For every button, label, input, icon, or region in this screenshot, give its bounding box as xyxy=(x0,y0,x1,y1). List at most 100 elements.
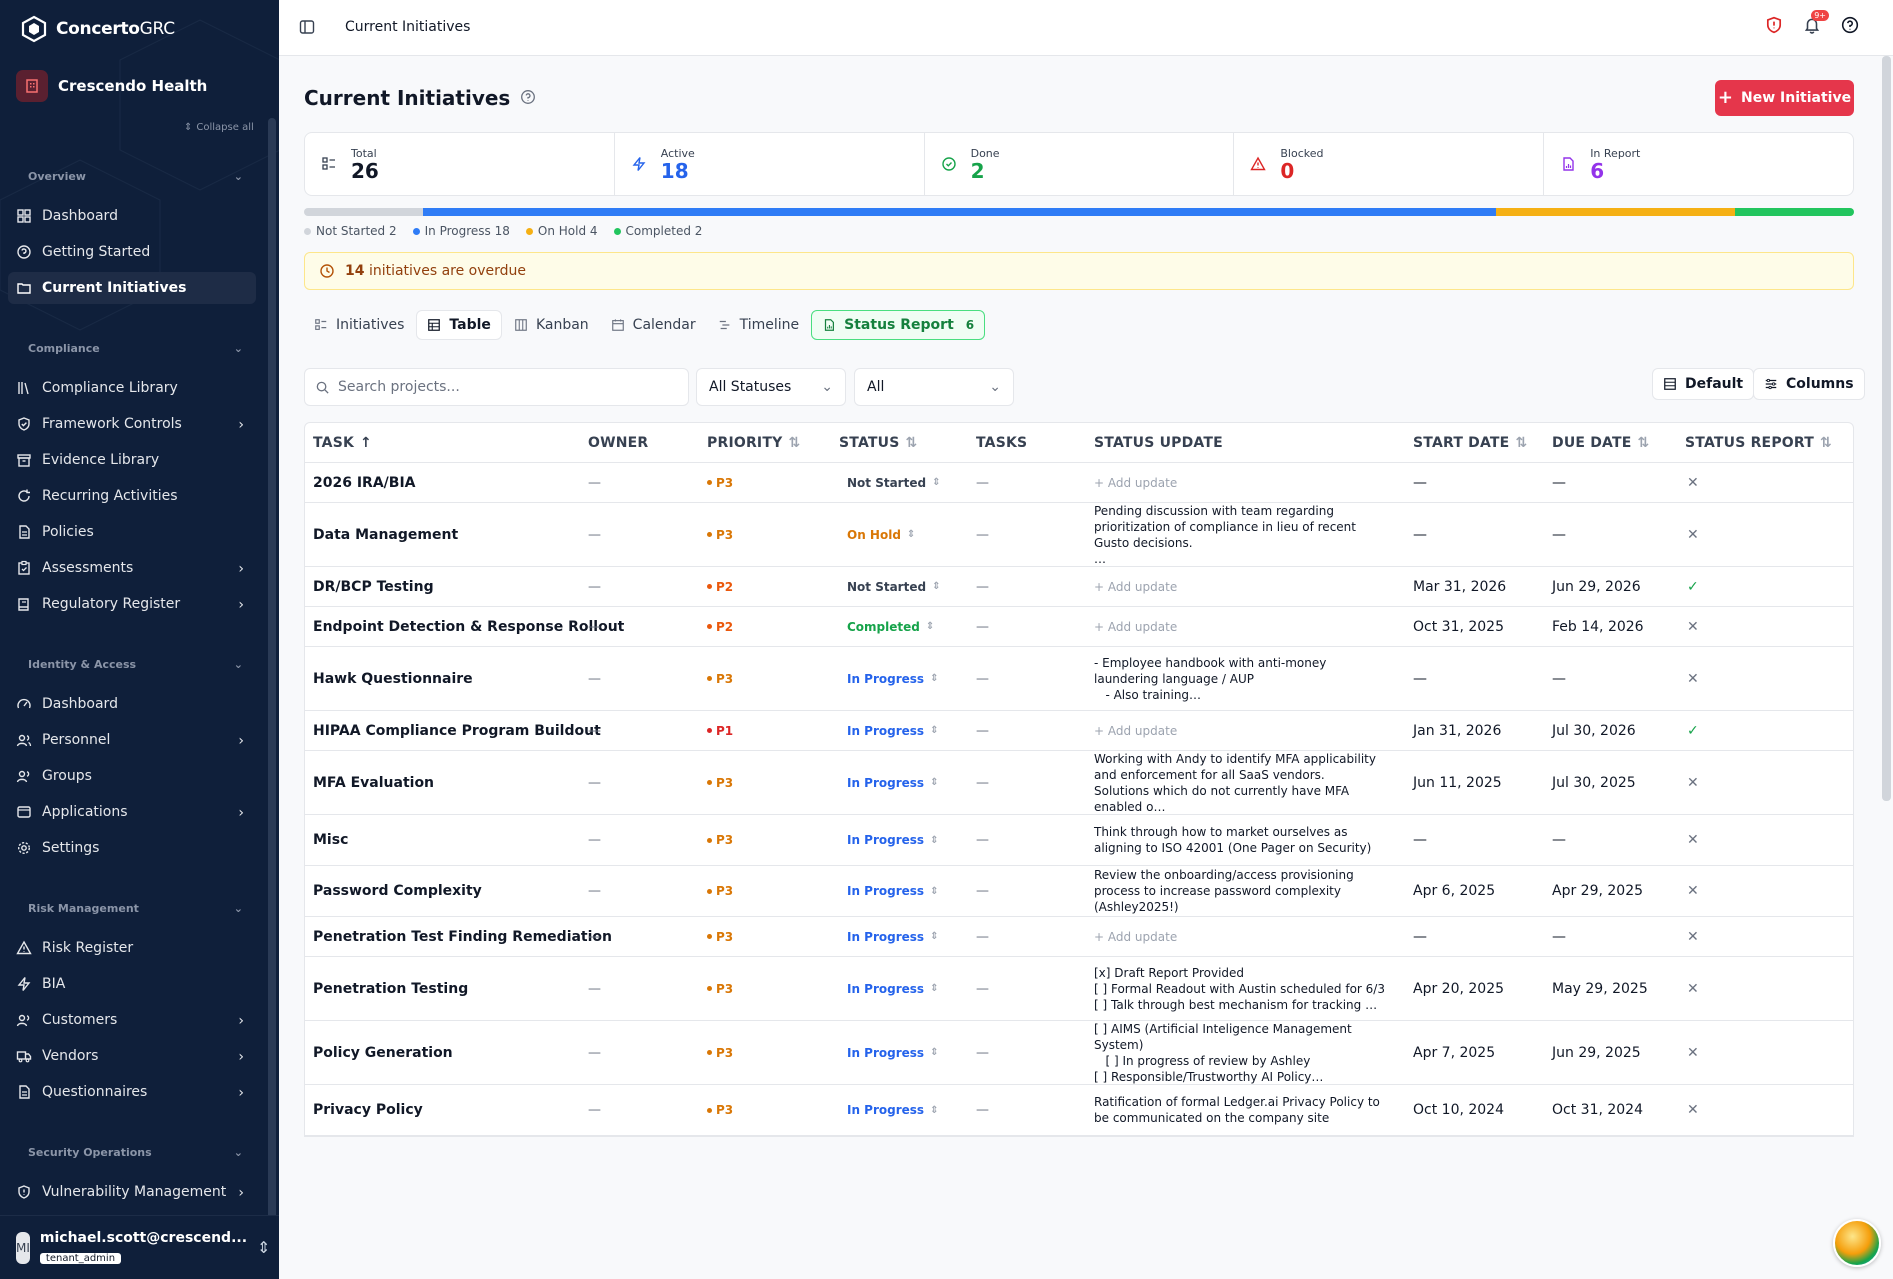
brand-logo[interactable]: ConcertoGRC xyxy=(20,14,175,44)
sidebar-item-settings[interactable]: Settings xyxy=(8,832,256,864)
status-update-cell[interactable]: + Add update xyxy=(1094,619,1178,634)
sidebar-item-recurring-activities[interactable]: Recurring Activities xyxy=(8,480,256,512)
due-date-cell[interactable]: Feb 14, 2026 xyxy=(1552,618,1644,635)
sidebar-item-vendors[interactable]: Vendors › xyxy=(8,1040,256,1072)
task-name[interactable]: Penetration Test Finding Remediation xyxy=(313,928,613,945)
overdue-banner[interactable]: 14 initiatives are overdue xyxy=(304,252,1854,290)
sidebar-item-groups[interactable]: Groups xyxy=(8,760,256,792)
task-name[interactable]: Endpoint Detection & Response Rollout xyxy=(313,618,625,635)
start-date-cell[interactable]: Apr 6, 2025 xyxy=(1413,883,1496,899)
stat-active[interactable]: Active 18 xyxy=(615,133,925,195)
help-circle-icon[interactable] xyxy=(520,86,536,110)
shield-alert-icon[interactable] xyxy=(1765,16,1783,38)
col-owner[interactable]: OWNER xyxy=(588,435,649,451)
sidebar-item-policies[interactable]: Policies xyxy=(8,516,256,548)
sidebar-item-framework-controls[interactable]: Framework Controls › xyxy=(8,408,256,440)
due-date-cell[interactable]: Oct 31, 2024 xyxy=(1552,1102,1643,1118)
user-menu[interactable]: MI michael.scott@crescend... tenant_admi… xyxy=(0,1215,279,1279)
col-due-date[interactable]: DUE DATE ⇅ xyxy=(1552,435,1650,451)
x-icon[interactable]: ✕ xyxy=(1687,1102,1699,1118)
start-date-cell[interactable]: Oct 10, 2024 xyxy=(1413,1102,1504,1118)
start-date-cell[interactable]: Mar 31, 2026 xyxy=(1413,578,1507,595)
sidebar-item-vulnerability-management[interactable]: Vulnerability Management › xyxy=(8,1176,256,1208)
bell-icon[interactable]: 9+ xyxy=(1803,10,1829,38)
task-name[interactable]: Misc xyxy=(313,832,349,848)
search-input[interactable]: Search projects... xyxy=(304,368,689,406)
task-name[interactable]: MFA Evaluation xyxy=(313,774,435,791)
owner-cell[interactable]: — xyxy=(588,619,601,634)
col-status[interactable]: STATUS ⇅ xyxy=(839,435,918,451)
section-secops[interactable]: Security Operations ⌄ xyxy=(28,1146,243,1159)
priority-badge[interactable]: P3 xyxy=(707,476,733,490)
status-update-cell[interactable]: Pending discussion with team regarding p… xyxy=(1094,503,1356,566)
x-icon[interactable]: ✕ xyxy=(1687,474,1699,491)
owner-cell[interactable]: — xyxy=(588,832,601,848)
sidebar-item-questionnaires[interactable]: Questionnaires › xyxy=(8,1076,256,1108)
priority-badge[interactable]: P3 xyxy=(707,528,733,542)
priority-badge[interactable]: P3 xyxy=(707,1103,733,1117)
status-select[interactable]: In Progress ⇕ xyxy=(847,982,938,996)
status-update-cell[interactable]: [x] Draft Report Provided [ ] Formal Rea… xyxy=(1094,965,1385,1012)
owner-cell[interactable]: — xyxy=(588,981,601,996)
check-icon[interactable]: ✓ xyxy=(1687,578,1699,595)
stat-total[interactable]: Total 26 xyxy=(305,133,615,195)
status-select[interactable]: In Progress ⇕ xyxy=(847,1103,938,1117)
owner-cell[interactable]: — xyxy=(588,1102,601,1118)
x-icon[interactable]: ✕ xyxy=(1687,883,1699,899)
priority-badge[interactable]: P3 xyxy=(707,833,733,847)
status-select[interactable]: In Progress ⇕ xyxy=(847,833,938,847)
table-row[interactable]: Endpoint Detection & Response Rollout — P2… xyxy=(305,607,1853,647)
status-update-cell[interactable]: + Add update xyxy=(1094,723,1178,738)
status-select[interactable]: In Progress ⇕ xyxy=(847,776,938,790)
status-select[interactable]: Completed ⇕ xyxy=(847,620,934,634)
col-start-date[interactable]: START DATE ⇅ xyxy=(1413,435,1528,451)
status-update-cell[interactable]: [ ] AIMS (Artificial Inteligence Managem… xyxy=(1094,1021,1352,1084)
sidebar-item-bia[interactable]: BIA xyxy=(8,968,256,1000)
sidebar-item-applications[interactable]: Applications › xyxy=(8,796,256,828)
priority-badge[interactable]: P3 xyxy=(707,982,733,996)
table-row[interactable]: Misc — P3 In Progress ⇕ — Think through how to… xyxy=(305,815,1853,866)
sidebar-item-risk-register[interactable]: Risk Register xyxy=(8,932,256,964)
x-icon[interactable]: ✕ xyxy=(1687,670,1699,687)
owner-cell[interactable]: — xyxy=(588,723,601,738)
priority-badge[interactable]: P3 xyxy=(707,884,733,898)
due-date-cell[interactable]: — xyxy=(1552,928,1566,945)
due-date-cell[interactable]: Jul 30, 2025 xyxy=(1552,774,1636,791)
collapse-all-button[interactable]: ⇕ Collapse all xyxy=(184,122,254,133)
sidebar-item-evidence-library[interactable]: Evidence Library xyxy=(8,444,256,476)
col-status-update[interactable]: STATUS UPDATE xyxy=(1094,435,1223,451)
assistant-avatar[interactable] xyxy=(1833,1219,1881,1267)
start-date-cell[interactable]: Jun 11, 2025 xyxy=(1413,774,1502,791)
start-date-cell[interactable]: Apr 20, 2025 xyxy=(1413,980,1505,997)
stat-in-report[interactable]: In Report 6 xyxy=(1544,133,1853,195)
status-update-cell[interactable]: + Add update xyxy=(1094,929,1178,944)
priority-badge[interactable]: P3 xyxy=(707,1046,733,1060)
sidebar-scrollbar[interactable] xyxy=(268,118,276,1228)
status-update-cell[interactable]: Review the onboarding/access provisionin… xyxy=(1094,868,1358,914)
owner-cell[interactable]: — xyxy=(588,883,601,899)
start-date-cell[interactable]: Apr 7, 2025 xyxy=(1413,1044,1496,1061)
start-date-cell[interactable]: — xyxy=(1413,928,1427,945)
col-task[interactable]: TASK ↑ xyxy=(313,435,372,451)
status-filter-select[interactable]: All Statuses ⌄ xyxy=(696,368,846,406)
start-date-cell[interactable]: — xyxy=(1413,670,1427,687)
priority-badge[interactable]: P2 xyxy=(707,620,733,634)
status-select[interactable]: In Progress ⇕ xyxy=(847,724,938,738)
table-row[interactable]: Policy Generation — P3 In Progress ⇕ — [ ] AIM… xyxy=(305,1021,1853,1085)
priority-badge[interactable]: P3 xyxy=(707,776,733,790)
org-switcher[interactable]: Crescendo Health xyxy=(16,70,207,102)
table-row[interactable]: HIPAA Compliance Program Buildout — P1 In P… xyxy=(305,711,1853,751)
table-row[interactable]: Data Management — P3 On Hold ⇕ — Pending discu… xyxy=(305,503,1853,567)
table-row[interactable]: Privacy Policy — P3 In Progress ⇕ — Ratificati… xyxy=(305,1085,1853,1136)
status-select[interactable]: In Progress ⇕ xyxy=(847,672,938,686)
status-select[interactable]: Not Started ⇕ xyxy=(847,580,940,594)
priority-badge[interactable]: P2 xyxy=(707,580,733,594)
table-row[interactable]: 2026 IRA/BIA — P3 Not Started ⇕ — + Add update… xyxy=(305,463,1853,503)
due-date-cell[interactable]: — xyxy=(1552,670,1566,687)
table-row[interactable]: MFA Evaluation — P3 In Progress ⇕ — Working wi… xyxy=(305,751,1853,815)
start-date-cell[interactable]: Jan 31, 2026 xyxy=(1413,722,1502,739)
due-date-cell[interactable]: — xyxy=(1552,832,1566,848)
default-view-button[interactable]: Default xyxy=(1652,368,1755,400)
status-select[interactable]: In Progress ⇕ xyxy=(847,930,938,944)
status-update-cell[interactable]: Working with Andy to identify MFA applic… xyxy=(1094,751,1376,814)
